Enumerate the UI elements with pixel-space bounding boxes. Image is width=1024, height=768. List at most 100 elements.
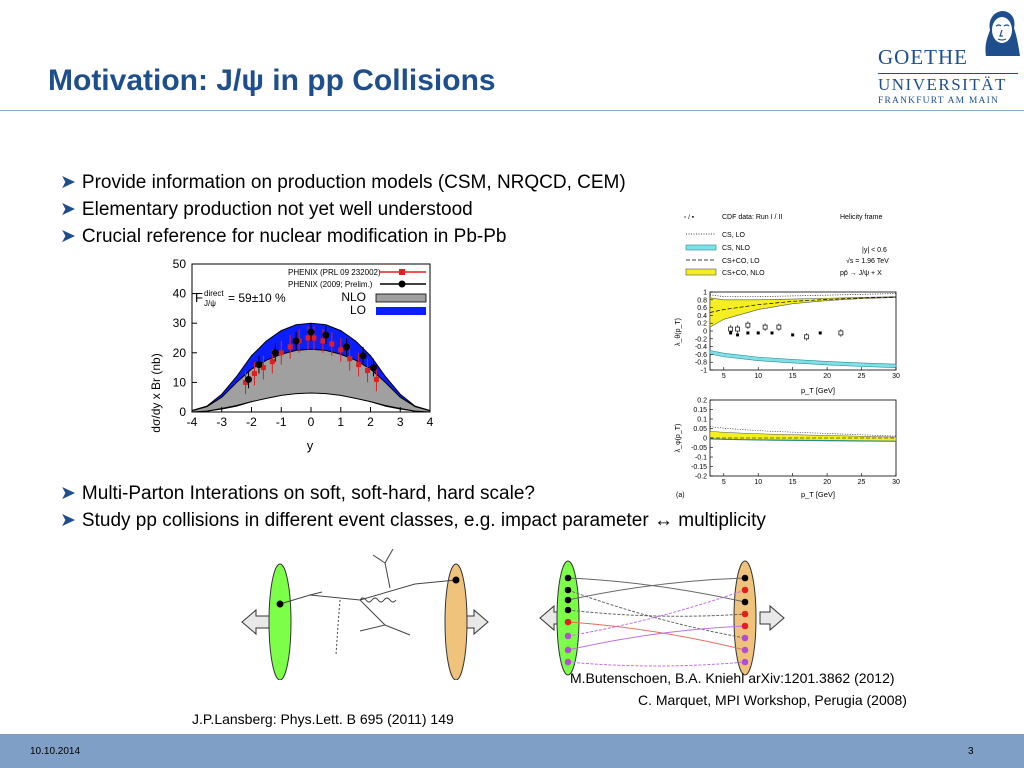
lambda-phi-axis-label: λ_φ(p_T) <box>675 424 682 453</box>
arrow-bullet-icon: ➤ <box>60 199 76 220</box>
phenix-prelim-point <box>322 331 330 339</box>
x-tick-label: 15 <box>789 373 797 380</box>
x-tick-label: 15 <box>789 479 797 486</box>
x-tick-label: 4 <box>427 415 434 429</box>
bullet-4: ➤ Multi-Parton Interations on soft, soft-… <box>60 482 535 505</box>
parton-dot <box>564 574 572 582</box>
arrow-bullet-icon: ➤ <box>60 483 76 504</box>
phenix-prl-point <box>243 379 249 385</box>
parton-dot <box>564 632 572 640</box>
x-tick-label: 10 <box>754 479 762 486</box>
footer-date: 10.10.2014 <box>30 746 81 757</box>
parton-dot <box>564 618 572 626</box>
parton-dot <box>564 596 572 604</box>
parton-dot <box>564 658 572 666</box>
x-tick-label: 25 <box>858 479 866 486</box>
parton-dot <box>741 574 749 582</box>
parton-branch <box>309 591 323 596</box>
proton-right <box>444 563 468 680</box>
legend-cdf-marker: ▫ / ▪ <box>684 214 694 221</box>
arrow-bullet-icon: ➤ <box>60 226 76 247</box>
phenix-prl-point <box>260 365 266 371</box>
proton-right <box>733 560 757 676</box>
cdf-open-point <box>735 326 740 332</box>
parton-dot <box>564 606 572 614</box>
lambda-theta-panel: 10.80.60.40.20-0.2-0.4-0.6-0.8-1 5 10 15 20 2… <box>695 290 900 381</box>
cdf-open-point <box>776 324 782 330</box>
lambda-phi-panel: 0.2 0.15 0.1 0.05 0 -0.05 -0.1 -0.15 -0.2 5 10 15 20… <box>691 398 900 487</box>
y-tick-label: -0.6 <box>695 352 707 359</box>
y-tick-label: 0.05 <box>693 426 707 433</box>
y-tick-label: 10 <box>173 375 187 389</box>
y-tick-label: -0.05 <box>691 445 707 452</box>
parton-branch-down <box>335 599 341 656</box>
parton-dot <box>276 600 284 608</box>
reference-marquet: C. Marquet, MPI Workshop, Perugia (2008) <box>638 692 907 708</box>
arrow-bullet-icon: ➤ <box>60 172 76 193</box>
phenix-prelim-point <box>359 352 367 360</box>
phenix-prl-point <box>251 371 257 377</box>
phenix-prelim-point <box>292 337 300 345</box>
beam-arrow-right-icon <box>759 604 785 632</box>
legend-cdf: CDF data: Run I / II <box>722 214 782 221</box>
legend-cs-nlo-swatch <box>685 244 717 251</box>
csco-nlo-band <box>709 296 897 328</box>
x-tick-label: 5 <box>722 479 726 486</box>
y-tick-label: 20 <box>173 346 187 360</box>
y-tick-label: -1 <box>701 368 707 375</box>
parton-lines <box>567 577 746 667</box>
parton-line <box>567 589 746 637</box>
y-tick-label: 0 <box>703 329 707 336</box>
parton-branch-lower <box>359 599 411 636</box>
legend-nlo: NLO <box>341 290 366 304</box>
y-tick-label: 30 <box>173 316 187 330</box>
legend-nlo-swatch <box>375 293 427 303</box>
parton-dots <box>564 574 749 666</box>
phenix-prl-point <box>338 347 344 353</box>
arrow-bullet-icon: ➤ <box>60 510 76 531</box>
parton-dot <box>564 646 572 654</box>
cdf-open-point <box>762 324 768 330</box>
panel-label: (a) <box>676 492 685 499</box>
parton-line <box>567 577 746 603</box>
legend-lo-swatch <box>376 307 426 315</box>
legend-phenix-prl: PHENIX (PRL 09 232002) <box>288 268 381 277</box>
parton-line <box>279 579 457 605</box>
bullet-1-text: Provide information on production models… <box>81 172 626 193</box>
y-tick-label: 0.8 <box>697 297 707 304</box>
cdf-open-point <box>728 326 734 332</box>
x-tick-label: -4 <box>187 415 198 429</box>
legend-phenix-prl-point <box>399 269 405 275</box>
cs-nlo-line <box>709 438 897 442</box>
university-logo: GOETHE UNIVERSITÄT FRANKFURT AM MAIN <box>852 8 1024 108</box>
cdf-filled-point <box>746 331 750 335</box>
page-number: 3 <box>968 746 974 757</box>
phenix-prl-point <box>373 376 379 382</box>
bullet-5: ➤ Study pp collisions in different event … <box>60 509 766 532</box>
legend-csco-lo: CS+CO, LO <box>722 258 760 265</box>
phenix-prl-point <box>305 335 311 341</box>
parton-line <box>567 577 746 601</box>
goethe-portrait-icon <box>985 11 1020 56</box>
parton-line <box>567 609 746 617</box>
proton-left <box>268 563 292 680</box>
parton-dot <box>564 586 572 594</box>
parton-dot <box>741 634 749 642</box>
phenix-prl-point <box>278 350 284 356</box>
bullet-1: ➤ Provide information on production model… <box>60 171 626 194</box>
reference-lansberg: J.P.Lansberg: Phys.Lett. B 695 (2011) 14… <box>192 711 454 727</box>
gluon-line <box>359 597 397 603</box>
x-tick-label: 30 <box>892 479 900 486</box>
title-divider <box>0 110 1024 111</box>
x-tick-label: 10 <box>754 373 762 380</box>
cdf-filled-point <box>818 331 822 335</box>
legend-cs-lo: CS, LO <box>722 232 746 239</box>
fraction-value: = 59±10 % <box>228 291 286 305</box>
parton-line <box>567 621 746 651</box>
legend-csco-nlo: CS+CO, NLO <box>722 270 765 277</box>
parton-dot <box>741 658 749 666</box>
lambda-theta-x-axis-label: p_T [GeV] <box>801 386 835 395</box>
csco-lo-line <box>709 296 897 313</box>
